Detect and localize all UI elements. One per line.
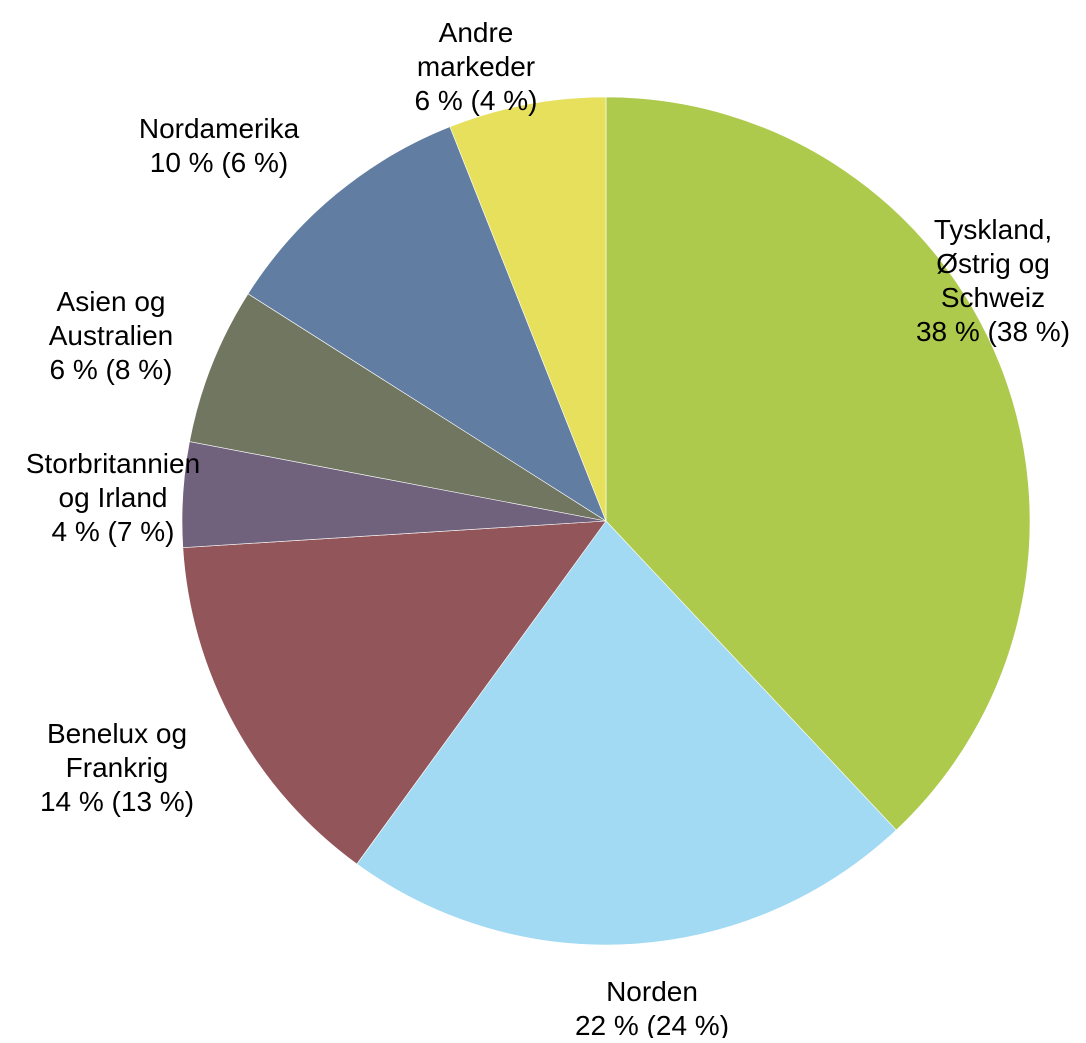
slice-label-4-line-2: og Irland [59,482,168,513]
slice-label-6-line-1: Nordamerika [139,113,300,144]
slice-label-7-line-1: Andre [439,17,514,48]
slice-label-1-line-1: Tyskland, [934,214,1052,245]
slice-label-4-line-1: Storbritannien [26,448,200,479]
pie-slice-1 [605,96,1031,831]
slice-label-5: Asien og Australien 6 % (8 %) [49,286,174,385]
pie-slice-6 [247,126,607,522]
pie-slice-3 [182,520,607,865]
slice-label-2-line-2: 22 % (24 %) [575,1010,729,1038]
slice-label-5-line-2: Australien [49,320,174,351]
slice-label-7-line-2: markeder [417,51,535,82]
slice-label-5-line-3: 6 % (8 %) [50,354,173,385]
slice-label-5-line-1: Asien og [57,286,166,317]
pie-labels: Tyskland, Østrig og Schweiz 38 % (38 %) Nord… [26,17,1070,1041]
slice-label-1-line-3: Schweiz [941,282,1045,313]
slice-label-2-line-1: Norden [606,976,698,1007]
slice-label-4-line-3: 4 % (7 %) [52,516,175,547]
slice-label-7-line-3: 6 % (4 %) [415,85,538,116]
slice-label-6-line-2: 10 % (6 %) [150,147,289,178]
slice-label-3: Benelux og Frankrig 14 % (13 %) [40,718,194,817]
slice-label-1-line-4: 38 % (38 %) [916,316,1070,347]
pie-slice-5 [189,293,607,522]
slice-label-3-line-2: Frankrig [66,752,169,783]
slice-label-1-line-2: Østrig og [936,248,1050,279]
slice-label-6: Nordamerika 10 % (6 %) [139,113,300,178]
slice-label-1: Tyskland, Østrig og Schweiz 38 % (38 %) [916,214,1070,347]
pie-slice-2 [356,520,897,946]
pie-slices [181,96,1031,946]
slice-label-4: Storbritannien og Irland 4 % (7 %) [26,448,200,547]
slice-label-3-line-1: Benelux og [47,718,187,749]
slice-label-2: Norden 22 % (24 %) [575,976,729,1038]
slice-label-3-line-3: 14 % (13 %) [40,786,194,817]
slice-label-7: Andre markeder 6 % (4 %) [415,17,538,116]
pie-slice-7 [449,96,607,522]
